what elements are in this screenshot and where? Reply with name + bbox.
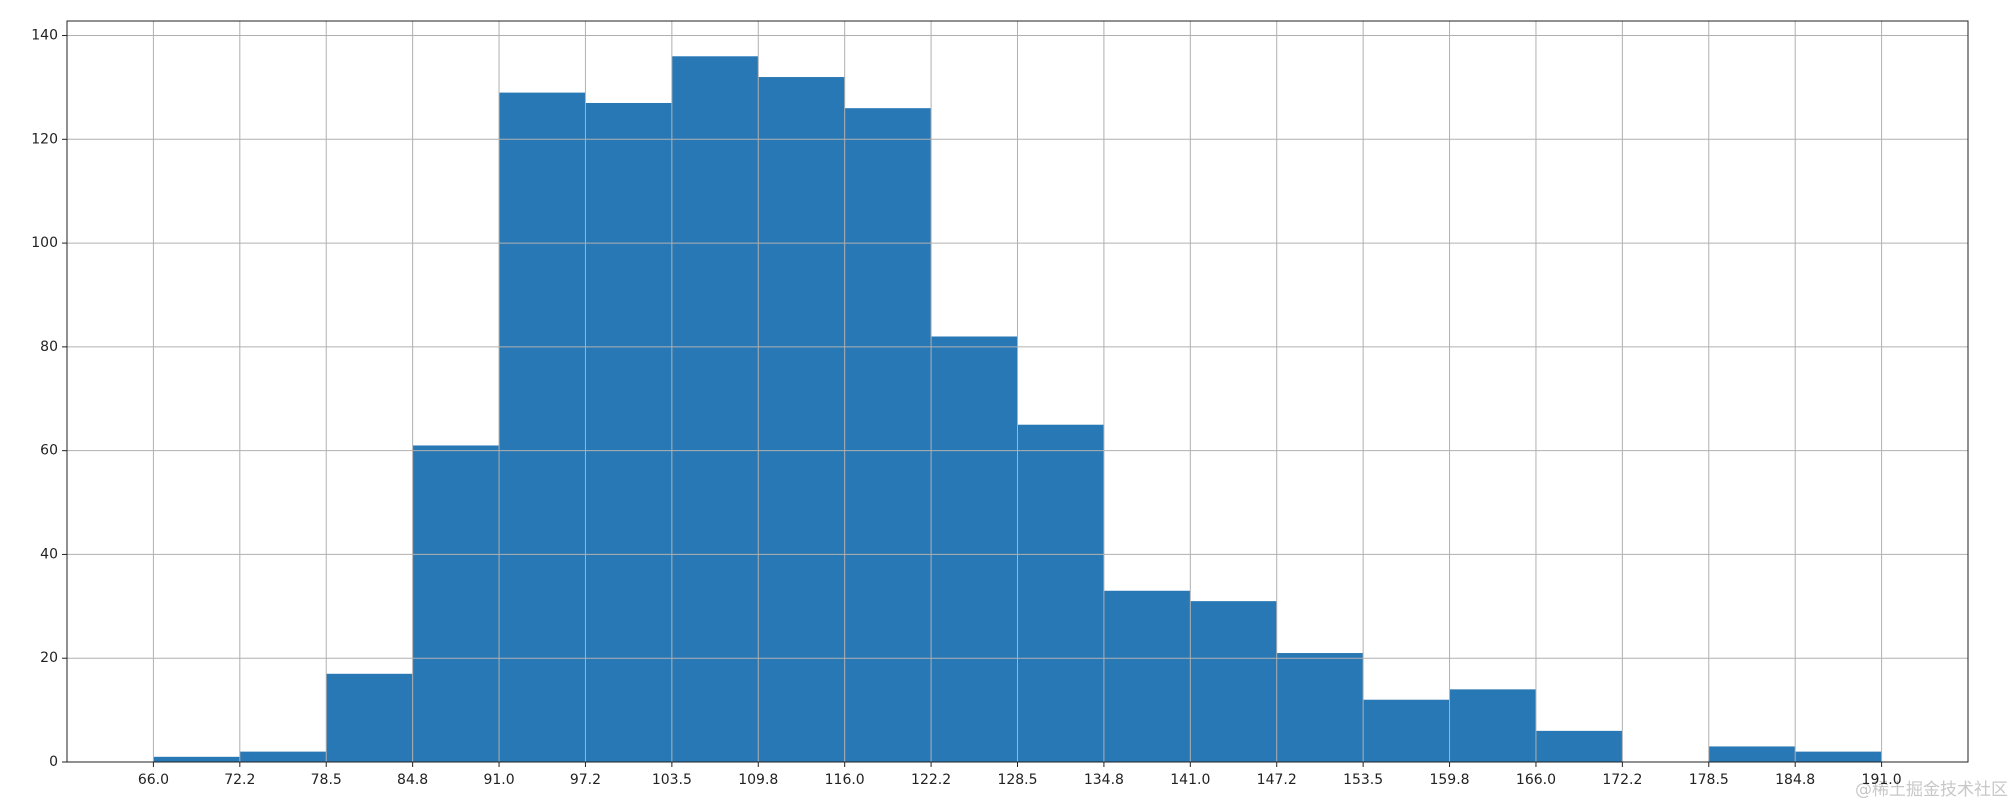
y-tick-label: 0 <box>49 754 58 770</box>
x-tick-label: 116.0 <box>825 772 865 788</box>
x-tick-label: 184.8 <box>1775 772 1815 788</box>
x-tick-label: 134.8 <box>1084 772 1124 788</box>
bar <box>239 751 327 762</box>
x-tick-label: 78.5 <box>311 772 342 788</box>
y-tick-label: 140 <box>31 28 58 44</box>
bar <box>412 445 500 762</box>
bar <box>671 56 759 763</box>
x-tick-label: 147.2 <box>1257 772 1297 788</box>
x-tick-label: 72.2 <box>224 772 255 788</box>
bar <box>931 336 1018 762</box>
bar <box>1103 590 1191 762</box>
bar <box>1363 699 1450 762</box>
y-tick-label: 80 <box>40 339 58 355</box>
y-tick-label: 60 <box>40 443 58 459</box>
x-tick-label: 128.5 <box>997 772 1037 788</box>
x-tick-label: 66.0 <box>138 772 169 788</box>
bar <box>1795 751 1882 762</box>
bar <box>1449 689 1536 762</box>
x-tick-label: 166.0 <box>1516 772 1556 788</box>
bar <box>1535 730 1623 762</box>
x-tick-label: 178.5 <box>1689 772 1729 788</box>
x-tick-label: 159.8 <box>1429 772 1469 788</box>
bar <box>585 102 672 762</box>
y-tick-label: 40 <box>40 546 58 562</box>
x-tick-label: 141.0 <box>1170 772 1210 788</box>
bar <box>758 77 845 763</box>
bar <box>499 92 586 762</box>
x-tick-label: 172.2 <box>1602 772 1642 788</box>
x-tick-label: 153.5 <box>1343 772 1383 788</box>
y-tick-label: 20 <box>40 650 58 666</box>
x-tick-label: 91.0 <box>483 772 514 788</box>
bar <box>1708 746 1796 762</box>
y-tick-label: 100 <box>31 235 58 251</box>
y-tick-label: 120 <box>31 131 58 147</box>
plot-frame <box>66 20 1969 763</box>
bar <box>844 108 932 763</box>
bar <box>1190 601 1277 762</box>
bar <box>326 673 413 762</box>
watermark: @稀土掘金技术社区 <box>1855 780 2008 800</box>
bar <box>153 756 240 762</box>
x-tick-label: 84.8 <box>397 772 428 788</box>
bar <box>1276 653 1364 762</box>
bar <box>1017 424 1104 762</box>
x-tick-label: 97.2 <box>570 772 601 788</box>
x-tick-label: 122.2 <box>911 772 951 788</box>
x-tick-label: 191.0 <box>1862 772 1902 788</box>
x-tick-label: 109.8 <box>738 772 778 788</box>
x-tick-label: 103.5 <box>652 772 692 788</box>
